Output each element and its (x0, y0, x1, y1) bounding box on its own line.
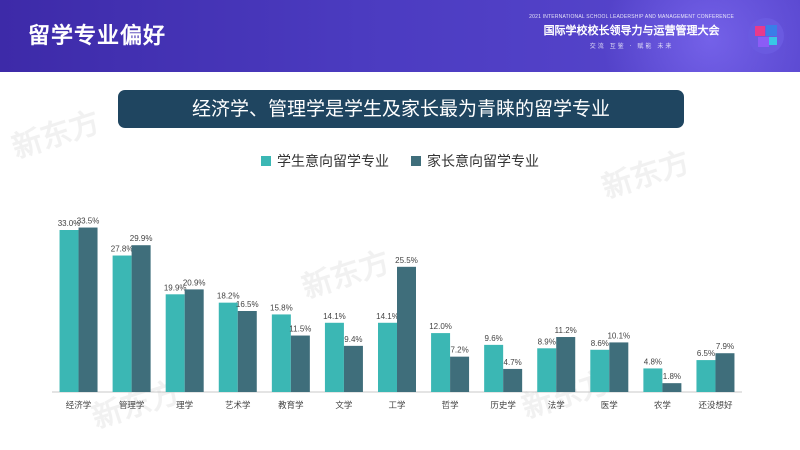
bar-student (324, 322, 344, 392)
bar-student (537, 348, 557, 392)
data-label-student: 9.6% (485, 334, 503, 343)
conference-slogan: 交流 互鉴 · 赋能 未来 (589, 43, 674, 50)
legend-label-student: 学生意向留学专业 (277, 154, 389, 170)
data-label-student: 18.2% (217, 292, 240, 301)
data-label-parent: 7.9% (716, 342, 734, 351)
bar-student (484, 344, 504, 392)
data-label-student: 15.8% (270, 303, 293, 312)
chart-legend: 学生意向留学专业 家长意向留学专业 (0, 151, 800, 171)
x-tick-label: 哲学 (442, 400, 460, 411)
data-label-parent: 16.5% (236, 300, 259, 309)
bar-student (271, 314, 291, 392)
bar-student (431, 333, 451, 392)
bar-parent (609, 342, 629, 392)
bar-student (643, 368, 663, 392)
x-tick-label: 法学 (548, 400, 566, 411)
data-label-parent: 33.5% (77, 217, 100, 226)
data-label-parent: 29.9% (130, 234, 153, 243)
conference-block: 2021 INTERNATIONAL SCHOOL LEADERSHIP AND… (529, 14, 734, 50)
data-label-student: 19.9% (164, 283, 187, 292)
data-label-student: 27.8% (111, 245, 134, 254)
bar-student (378, 322, 397, 392)
bar-parent (450, 356, 470, 392)
bar-student (59, 230, 79, 392)
bar-parent (290, 335, 310, 392)
bar-parent (184, 289, 204, 392)
data-label-student: 12.0% (429, 322, 452, 331)
bar-parent (503, 368, 523, 392)
bar-student (696, 360, 716, 392)
data-label-student: 4.8% (644, 357, 662, 366)
bar-parent (343, 345, 363, 392)
legend-swatch-student (261, 156, 271, 166)
data-label-student: 14.1% (323, 312, 346, 321)
conference-logo-icon (748, 18, 784, 54)
data-label-student: 8.6% (591, 339, 609, 348)
conference-chinese-title: 国际学校校长领导力与运营管理大会 (543, 24, 720, 37)
bar-student (218, 302, 238, 392)
x-tick-label: 管理学 (119, 400, 145, 411)
data-label-parent: 10.1% (607, 331, 630, 340)
legend-item-parent: 家长意向留学专业 (411, 151, 539, 171)
x-tick-label: 经济学 (66, 400, 92, 411)
data-label-student: 6.5% (697, 349, 715, 358)
data-label-parent: 25.5% (395, 256, 418, 265)
x-tick-label: 历史学 (490, 400, 516, 411)
bar-parent (556, 337, 576, 392)
bar-student (590, 349, 610, 392)
data-label-parent: 7.2% (450, 346, 468, 355)
x-tick-label: 教育学 (278, 400, 304, 411)
bar-parent (397, 266, 416, 392)
data-label-student: 14.1% (376, 312, 399, 321)
bar-parent (78, 227, 98, 392)
bar-student (165, 294, 185, 392)
data-label-parent: 1.8% (663, 372, 681, 381)
legend-label-parent: 家长意向留学专业 (427, 154, 539, 170)
data-label-parent: 9.4% (344, 335, 362, 344)
bar-parent (662, 383, 682, 392)
x-tick-label: 还没想好 (698, 400, 733, 411)
x-tick-label: 工学 (388, 400, 406, 411)
legend-swatch-parent (411, 156, 421, 166)
x-tick-label: 医学 (601, 400, 619, 411)
data-label-parent: 11.2% (555, 326, 577, 335)
x-tick-label: 文学 (335, 400, 353, 411)
data-label-parent: 11.5% (289, 325, 311, 334)
x-tick-label: 农学 (654, 400, 672, 411)
data-label-student: 33.0% (58, 219, 81, 228)
legend-item-student: 学生意向留学专业 (261, 151, 389, 171)
data-label-parent: 4.7% (504, 358, 522, 367)
page-title: 留学专业偏好 (28, 24, 167, 49)
conference-english-title: 2021 INTERNATIONAL SCHOOL LEADERSHIP AND… (529, 14, 734, 20)
x-tick-label: 艺术学 (225, 400, 251, 411)
data-label-parent: 20.9% (183, 278, 206, 287)
bar-student (112, 255, 132, 392)
bar-parent (131, 245, 151, 392)
bar-parent (715, 353, 735, 392)
data-label-student: 8.9% (538, 337, 556, 346)
headline-banner: 经济学、管理学是学生及家长最为青睐的留学专业 (118, 90, 684, 128)
x-tick-label: 理学 (176, 400, 194, 411)
bar-parent (237, 311, 257, 392)
header-bar: 留学专业偏好 2021 INTERNATIONAL SCHOOL LEADERS… (0, 0, 800, 72)
